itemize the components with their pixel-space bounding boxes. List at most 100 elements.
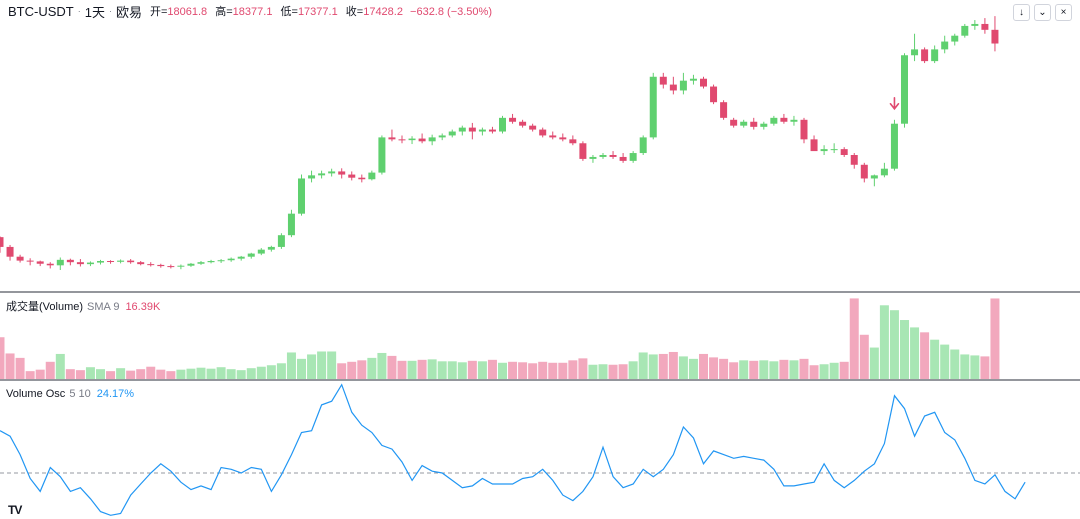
volume-bar xyxy=(25,371,35,379)
volume-bar xyxy=(307,354,317,379)
ohlc-values: 开=18061.8 高=18377.1 低=17377.1 收=17428.2 … xyxy=(150,3,492,19)
symbol-label[interactable]: BTC-USDT xyxy=(8,3,74,19)
candle-body xyxy=(76,262,84,265)
volume-bar xyxy=(276,363,286,379)
candle-body xyxy=(991,29,999,44)
candle-body xyxy=(167,266,175,268)
volume-bar xyxy=(930,339,940,379)
osc-value: 24.17% xyxy=(96,388,135,400)
volume-bar xyxy=(136,369,146,379)
separator-dot: · xyxy=(77,6,81,16)
candle-body xyxy=(700,78,707,87)
candle-body xyxy=(559,137,567,140)
candle-body xyxy=(840,149,848,155)
collapse-icon[interactable]: ⌄ xyxy=(1034,4,1051,21)
volume-bar xyxy=(528,363,538,379)
volume-bar xyxy=(799,358,809,379)
candle-body xyxy=(820,149,828,152)
volume-bar xyxy=(106,371,116,379)
volume-bar xyxy=(96,369,105,379)
volume-bar xyxy=(55,353,65,379)
volume-bar xyxy=(266,365,276,379)
candle-body xyxy=(720,102,728,118)
interval-label[interactable]: 1天 xyxy=(84,4,105,20)
volume-bar xyxy=(648,354,658,379)
volume-legend: 成交量(Volume) SMA 9 16.39K xyxy=(6,298,160,314)
volume-bar xyxy=(869,347,879,379)
candle-body xyxy=(277,235,285,247)
candle-body xyxy=(971,23,979,26)
candle-body xyxy=(26,260,34,262)
volume-bar xyxy=(186,368,196,379)
volume-bar xyxy=(638,352,648,379)
candle-body xyxy=(941,41,949,50)
candle-body xyxy=(348,174,356,178)
volume-bar xyxy=(196,367,206,379)
volume-bar xyxy=(327,351,337,379)
candle-body xyxy=(689,78,697,81)
candle-body xyxy=(157,264,165,267)
volume-bar xyxy=(206,368,216,379)
volume-bar xyxy=(920,332,930,379)
exchange-label: 欧易 xyxy=(115,4,142,20)
candle-body xyxy=(639,137,647,154)
candle-body xyxy=(328,171,336,174)
pane-controls: ↓ ⌄ × xyxy=(1013,4,1072,21)
volume-osc-line xyxy=(0,383,1026,516)
candle-body xyxy=(780,117,788,122)
tradingview-logo-icon[interactable]: TV xyxy=(8,503,22,517)
volume-bar xyxy=(0,337,5,379)
candle-body xyxy=(589,156,597,159)
candle-body xyxy=(599,155,607,157)
candle-body xyxy=(267,246,275,250)
volume-bar xyxy=(980,356,990,379)
volume-bar xyxy=(387,355,397,379)
candle-body xyxy=(177,265,185,267)
candle-body xyxy=(649,76,657,138)
volume-bar xyxy=(879,305,889,379)
volume-bar xyxy=(548,362,558,379)
volume-bar xyxy=(598,364,608,379)
osc-param: 5 10 xyxy=(69,388,91,400)
volume-bar xyxy=(789,360,799,379)
separator-dot: · xyxy=(108,6,112,16)
candle-body xyxy=(468,127,476,132)
close-icon[interactable]: × xyxy=(1055,4,1072,21)
volume-bar xyxy=(588,364,598,379)
arrow-down-icon[interactable]: ↓ xyxy=(1013,4,1030,21)
candle-body xyxy=(428,137,436,142)
candle-body xyxy=(86,262,94,265)
volume-osc-pane[interactable] xyxy=(0,383,1080,516)
volume-bar xyxy=(729,362,739,379)
volume-bar xyxy=(427,359,437,379)
volume-bar xyxy=(176,369,186,379)
open-label: 开= xyxy=(149,6,168,18)
candle-body xyxy=(710,86,718,103)
candle-body xyxy=(760,123,768,127)
volume-bar xyxy=(749,360,759,379)
volume-bar xyxy=(699,353,708,379)
candle-body xyxy=(66,259,74,263)
candle-body xyxy=(870,175,878,179)
volume-bar xyxy=(628,361,638,379)
volume-bar xyxy=(709,357,719,379)
volume-bar xyxy=(286,352,296,379)
volume-bar xyxy=(578,358,588,379)
volume-bar xyxy=(900,320,909,379)
volume-pane[interactable] xyxy=(0,298,1000,379)
volume-bar xyxy=(779,359,789,379)
candle-body xyxy=(56,259,64,266)
candle-body xyxy=(880,168,888,176)
volume-bar xyxy=(618,364,628,379)
price-pane[interactable] xyxy=(0,16,999,271)
candle-body xyxy=(97,261,104,263)
candle-body xyxy=(197,262,205,264)
candle-body xyxy=(207,261,215,263)
close-value: 17428.2 xyxy=(363,6,403,18)
volume-bar xyxy=(317,351,327,379)
volume-bar xyxy=(769,361,779,379)
volume-bar xyxy=(146,366,156,379)
candle-body xyxy=(287,213,295,236)
candle-body xyxy=(770,117,778,124)
